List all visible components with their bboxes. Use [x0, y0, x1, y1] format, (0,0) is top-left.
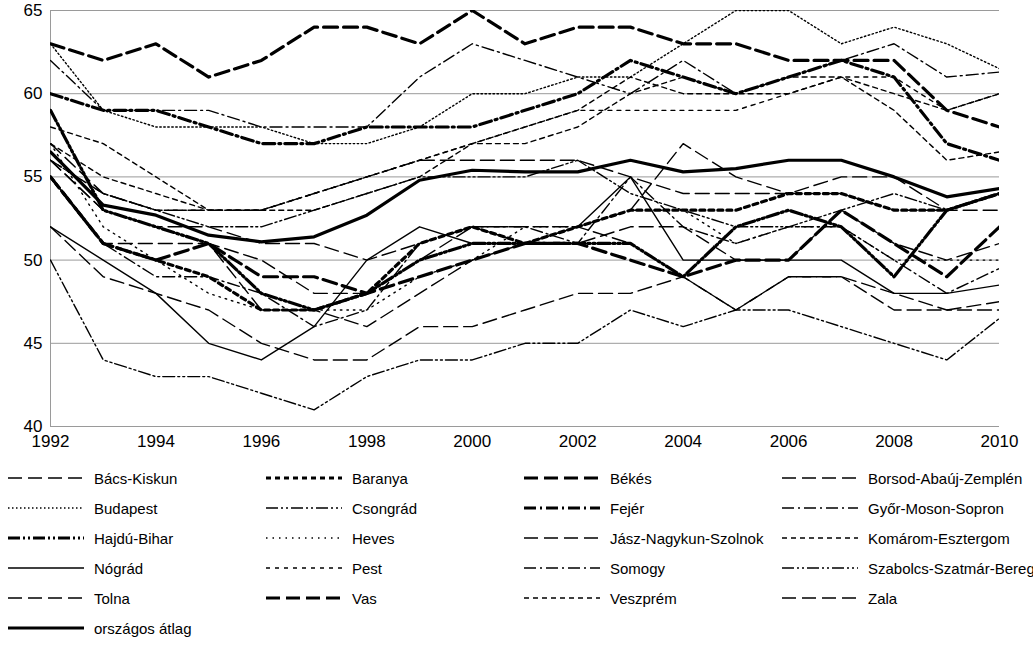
html-text:Heves: Heves	[352, 529, 395, 547]
svg-text:50: 50	[24, 251, 43, 270]
svg-text:2004: 2004	[664, 432, 702, 451]
html-text:Baranya: Baranya	[352, 469, 408, 487]
svg-text:1994: 1994	[137, 432, 175, 451]
html-text:országos átlag: országos átlag	[94, 619, 192, 637]
html-text:Tolna: Tolna	[94, 589, 130, 607]
html-text:Nógrád: Nógrád	[94, 559, 144, 577]
svg-text:2006: 2006	[770, 432, 808, 451]
svg-text:2000: 2000	[453, 432, 491, 451]
html-text:Hajdú-Bihar: Hajdú-Bihar	[94, 529, 174, 547]
svg-text:40: 40	[23, 416, 43, 436]
svg-text:2010: 2010	[981, 432, 1019, 451]
html-text:Fejér: Fejér	[610, 499, 645, 517]
html-text:Jász-Nagykun-Szolnok: Jász-Nagykun-Szolnok	[610, 529, 764, 547]
svg-text:65: 65	[24, 1, 43, 20]
svg-text:45: 45	[24, 334, 43, 353]
svg-text:60: 60	[24, 84, 43, 103]
svg-text:1996: 1996	[242, 432, 280, 451]
svg-text:1992: 1992	[32, 432, 70, 451]
html-text:Pest: Pest	[352, 559, 382, 577]
html-text:Csongrád: Csongrád	[352, 499, 417, 517]
html-text:Veszprém: Veszprém	[610, 589, 677, 607]
html-text:Komárom-Esztergom: Komárom-Esztergom	[868, 529, 1010, 547]
html-text:Bács-Kiskun: Bács-Kiskun	[94, 469, 178, 487]
html-text:Borsod-Abaúj-Zemplén: Borsod-Abaúj-Zemplén	[868, 469, 1023, 487]
svg-text:1998: 1998	[348, 432, 386, 451]
svg-text:2002: 2002	[559, 432, 597, 451]
svg-text:55: 55	[24, 167, 43, 186]
html-text:Győr-Moson-Sopron: Győr-Moson-Sopron	[868, 499, 1004, 517]
html-text:Somogy: Somogy	[610, 559, 665, 577]
html-text:Békés: Békés	[610, 469, 652, 487]
html-text:Budapest: Budapest	[94, 499, 158, 517]
svg-text:2008: 2008	[875, 432, 913, 451]
html-text:Vas: Vas	[352, 589, 377, 607]
html-text:Zala: Zala	[868, 589, 898, 607]
